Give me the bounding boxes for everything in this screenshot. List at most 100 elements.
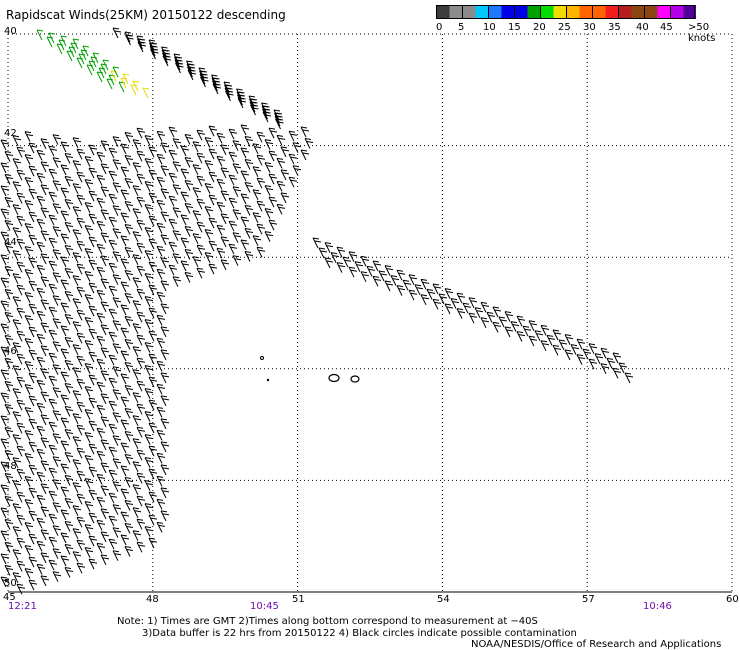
wind-barb [330, 252, 340, 263]
wind-barb [12, 135, 22, 147]
wind-barb [60, 325, 70, 337]
wind-barb [84, 386, 94, 397]
wind-barb [48, 536, 58, 548]
wind-barb [64, 452, 74, 463]
wind-barb [40, 345, 50, 357]
wind-barbs [0, 27, 634, 595]
scale-swatch [670, 5, 696, 19]
wind-barb [160, 280, 170, 292]
wind-barb [36, 379, 46, 391]
wind-barb [80, 49, 88, 61]
wind-barb [72, 137, 82, 149]
wind-barb [216, 178, 226, 190]
wind-barb [12, 388, 22, 400]
wind-barb [256, 246, 266, 258]
wind-barb [168, 149, 178, 161]
wind-barb [240, 193, 250, 205]
wind-barb [96, 289, 106, 301]
wind-barb [228, 128, 238, 140]
wind-barb [120, 143, 130, 155]
wind-barb [48, 513, 58, 525]
wind-barb [60, 256, 70, 268]
wind-barb [12, 434, 22, 446]
wind-barb [132, 392, 142, 404]
wind-barb [160, 211, 170, 223]
wind-barb [492, 306, 502, 318]
wind-barb [564, 334, 574, 345]
wind-barb [120, 166, 130, 178]
wind-barb [468, 312, 478, 324]
wind-barb [16, 146, 26, 158]
wind-barb [366, 265, 376, 277]
wind-barb [28, 280, 38, 292]
wind-barb [148, 307, 158, 319]
wind-barb [100, 232, 110, 244]
wind-barb [108, 538, 118, 550]
wind-barb [64, 291, 74, 302]
wind-barb [160, 372, 170, 384]
wind-barb [196, 221, 206, 233]
wind-barb [570, 344, 580, 355]
wind-barb [136, 518, 146, 530]
wind-barb [52, 249, 62, 260]
wind-barb [456, 292, 466, 304]
wind-barb [136, 150, 146, 162]
wind-barb [124, 385, 134, 396]
wind-barb [160, 441, 170, 453]
lat-label-42: 42 [4, 128, 17, 139]
wind-barb [156, 406, 166, 418]
wind-barb [324, 242, 334, 253]
wind-barb [64, 360, 74, 371]
wind-barb [64, 383, 74, 394]
wind-barb [16, 491, 26, 503]
time-label-middle: 10:45 [250, 601, 279, 612]
wind-barb [156, 176, 166, 188]
wind-barb [160, 257, 170, 269]
wind-barb [108, 423, 118, 435]
wind-barb [88, 236, 98, 248]
wind-barb [28, 510, 38, 522]
wind-barb [292, 142, 302, 153]
wind-barb [0, 231, 10, 243]
wind-barb [0, 461, 10, 473]
wind-barb [372, 275, 382, 287]
wind-barb [132, 139, 142, 151]
wind-barb [124, 293, 134, 304]
wind-barb [76, 562, 86, 574]
wind-barb [60, 348, 70, 360]
wind-barb [72, 229, 82, 241]
wind-barb [156, 475, 166, 487]
wind-barb [36, 287, 46, 299]
wind-barb [148, 284, 158, 296]
wind-barb [136, 127, 146, 139]
wind-barb [156, 245, 166, 257]
wind-barb [12, 158, 22, 170]
wind-barb [256, 223, 266, 235]
wind-barb [78, 53, 86, 65]
wind-barb [204, 229, 214, 240]
note-line-1: Note: 1) Times are GMT 2)Times along bot… [117, 616, 538, 627]
wind-barb [516, 331, 526, 342]
wind-barb [132, 507, 142, 519]
wind-barb [184, 226, 194, 237]
scale-label-0: 0 [436, 22, 443, 33]
wind-barb [84, 501, 94, 512]
wind-barb [28, 418, 38, 430]
wind-barb [40, 299, 50, 311]
wind-barb [184, 249, 194, 260]
wind-barb [28, 349, 38, 361]
wind-barb [136, 334, 146, 346]
wind-barb [48, 398, 58, 410]
lat-label-48: 48 [4, 461, 17, 472]
wind-barb [120, 281, 130, 293]
wind-barb [342, 256, 352, 268]
wind-barb [12, 411, 22, 423]
wind-barb [144, 181, 154, 192]
wind-barb [36, 310, 46, 322]
wind-barb [40, 322, 50, 334]
wind-barb [378, 270, 388, 282]
wind-barb [216, 132, 226, 144]
wind-barb [132, 346, 142, 358]
wind-barb [108, 239, 118, 251]
wind-barb [144, 273, 154, 284]
